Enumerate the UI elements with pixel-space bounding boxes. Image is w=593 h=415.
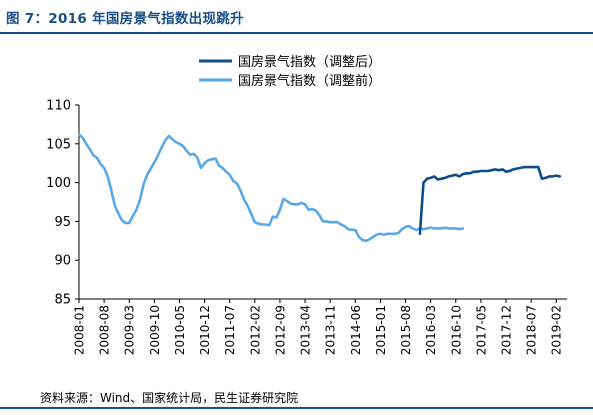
series-line	[77, 133, 465, 243]
x-tick-label: 2017-12	[500, 305, 514, 355]
x-tick-label: 2015-01	[374, 305, 388, 355]
series-layer	[77, 133, 562, 243]
x-tick-label: 2013-11	[324, 305, 338, 355]
x-tick-label: 2015-08	[399, 305, 413, 355]
y-tick-label: 95	[54, 215, 71, 230]
x-tick-label: 2012-09	[273, 305, 287, 355]
x-tick-label: 2009-03	[123, 305, 137, 355]
x-tick-label: 2017-05	[474, 305, 488, 355]
x-tick-label: 2016-10	[449, 305, 463, 355]
x-tick-label: 2014-06	[349, 305, 363, 355]
x-tick-label: 2011-07	[223, 305, 237, 355]
bottom-rule	[0, 407, 593, 409]
legend-label: 国房景气指数（调整前）	[238, 73, 381, 89]
y-tick-label: 90	[54, 254, 71, 269]
x-tick-label: 2010-12	[198, 305, 212, 355]
x-tick-label: 2012-02	[248, 305, 262, 355]
legend-label: 国房景气指数（调整后）	[238, 54, 381, 70]
x-tick-label: 2008-08	[98, 305, 112, 355]
x-tick-label: 2009-10	[148, 305, 162, 355]
y-tick-label: 85	[54, 293, 71, 308]
axes: 85 90 95 100 105 110 2008-01 2008-08 2009-03 2009…	[46, 99, 567, 355]
source-note: 资料来源：Wind、国家统计局，民生证券研究院	[40, 391, 299, 405]
y-tick-label: 100	[46, 176, 71, 191]
title-rule	[0, 32, 593, 34]
y-tick-label: 105	[46, 137, 71, 152]
x-tick-label: 2013-04	[299, 305, 313, 355]
x-tick-label: 2018-07	[525, 305, 539, 355]
y-tick-label: 110	[46, 99, 71, 114]
x-tick-label: 2016-03	[424, 305, 438, 355]
legend: 国房景气指数（调整后） 国房景气指数（调整前）	[199, 54, 381, 89]
x-tick-label: 2019-02	[550, 305, 564, 355]
series-line	[418, 165, 562, 236]
x-tick-label: 2008-01	[73, 305, 87, 355]
x-tick-label: 2010-05	[173, 305, 187, 355]
figure-title: 图 7：2016 年国房景气指数出现跳升	[6, 11, 244, 27]
